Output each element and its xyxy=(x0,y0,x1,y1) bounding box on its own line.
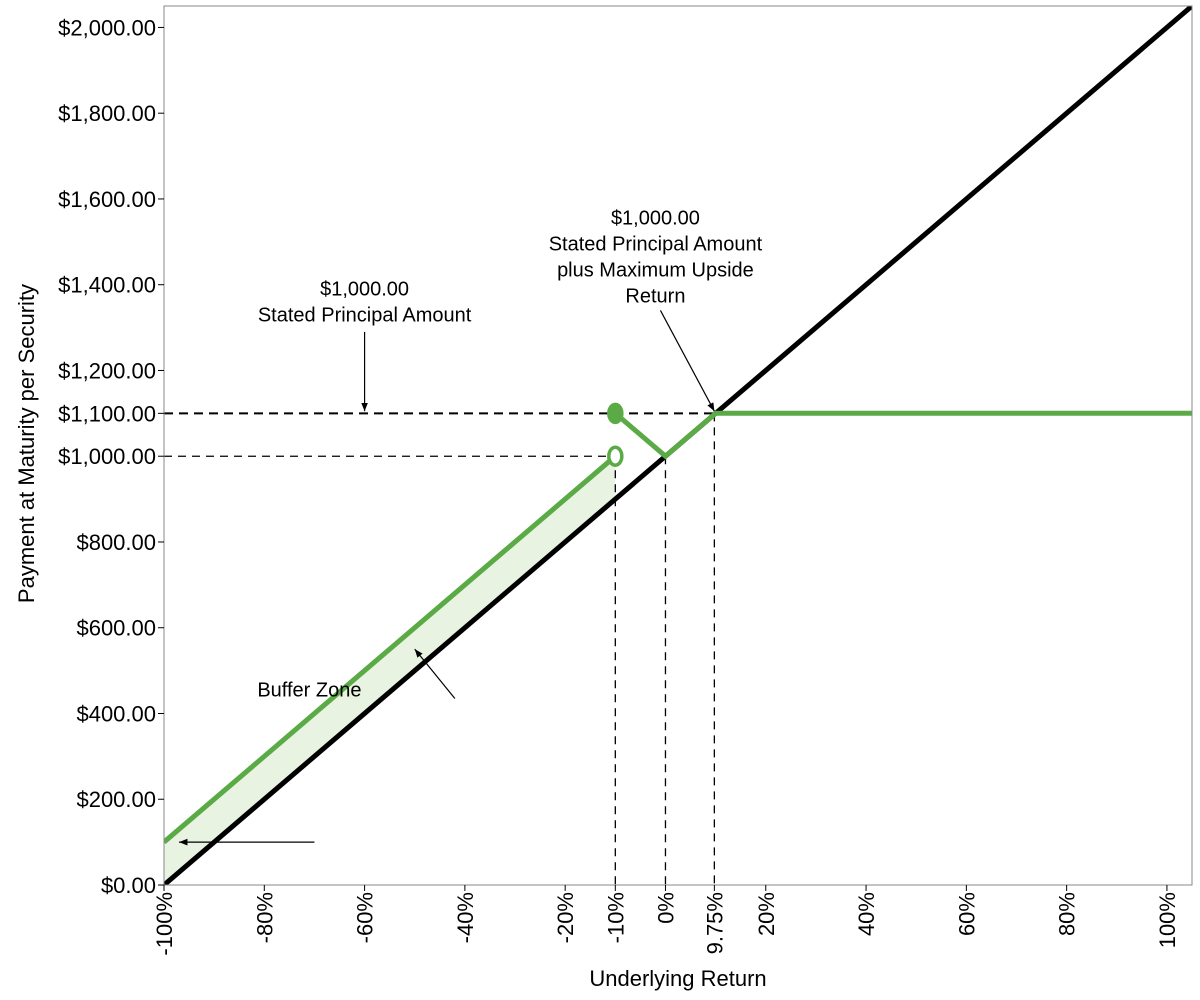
x-tick-label: -100% xyxy=(152,892,177,956)
annotation-arrow xyxy=(414,648,456,699)
annotation-text: Buffer Zone xyxy=(257,679,361,701)
y-tick-label: $200.00 xyxy=(76,787,156,812)
y-axis-title: Payment at Maturity per Security xyxy=(14,284,39,603)
annotation-0: $1,000.00 Stated Principal Amount xyxy=(258,278,472,412)
annotation-2: Buffer Zone xyxy=(257,648,456,701)
ticks-layer: $0.00 $200.00 $400.00 $600.00 $800.00 $1,000.… xyxy=(58,15,1180,955)
x-tick-label: 40% xyxy=(854,892,879,936)
buffer-zone-area xyxy=(164,456,616,885)
annotation-text: Return xyxy=(625,286,685,308)
annotation-1: $1,000.00 Stated Principal Amount plus Max… xyxy=(549,208,763,412)
annotation-text: Stated Principal Amount xyxy=(549,234,763,256)
markers-layer xyxy=(607,402,624,467)
x-tick-label: -80% xyxy=(252,892,277,943)
annotation-arrow xyxy=(659,310,715,412)
x-tick-label: 100% xyxy=(1155,892,1180,948)
y-tick-label: $1,100.00 xyxy=(58,401,156,426)
buffer-zone-layer xyxy=(164,456,616,885)
x-tick-label: -40% xyxy=(453,892,478,943)
x-tick-label: 20% xyxy=(754,892,779,936)
x-tick-label: -20% xyxy=(553,892,578,943)
y-tick-label: $0.00 xyxy=(101,873,156,898)
marker-filled xyxy=(607,402,624,425)
y-tick-label: $1,600.00 xyxy=(58,187,156,212)
y-tick-label: $1,200.00 xyxy=(58,358,156,383)
annotation-text: $1,000.00 xyxy=(611,208,700,230)
annotation-text: plus Maximum Upside xyxy=(557,260,754,282)
y-tick-label: $1,400.00 xyxy=(58,273,156,298)
y-tick-label: $800.00 xyxy=(76,530,156,555)
x-tick-label: 9.75% xyxy=(702,892,727,954)
y-tick-label: $1,800.00 xyxy=(58,101,156,126)
x-tick-label: 0% xyxy=(653,892,678,924)
series-layer xyxy=(164,6,1192,885)
x-tick-label: -10% xyxy=(603,892,628,943)
x-tick-label: 60% xyxy=(954,892,979,936)
series-line-2 xyxy=(613,410,1192,460)
annotation-text: $1,000.00 xyxy=(320,278,409,300)
plot-frame xyxy=(163,5,1193,886)
x-tick-label: -60% xyxy=(353,892,378,943)
y-tick-label: $2,000.00 xyxy=(58,15,156,40)
x-axis-title: Underlying Return xyxy=(589,966,766,991)
marker-open xyxy=(607,445,624,467)
series-line-1 xyxy=(164,454,617,845)
x-tick-label: 80% xyxy=(1055,892,1080,936)
annotation-text: Stated Principal Amount xyxy=(258,304,472,326)
y-tick-label: $400.00 xyxy=(76,701,156,726)
y-tick-label: $600.00 xyxy=(76,616,156,641)
y-tick-label: $1,000.00 xyxy=(58,444,156,469)
